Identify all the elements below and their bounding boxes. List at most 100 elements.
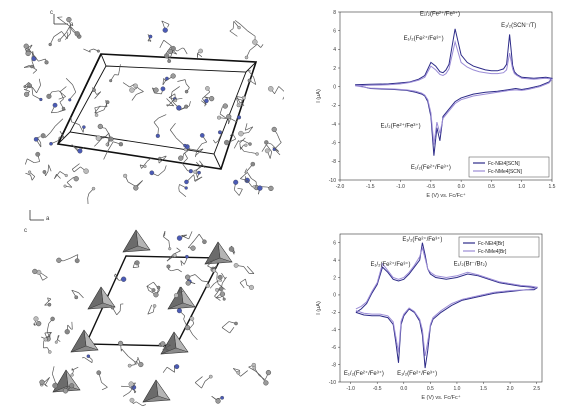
- atom: [166, 264, 171, 269]
- bond: [276, 134, 281, 141]
- atom: [202, 239, 207, 245]
- bond: [50, 126, 56, 133]
- bond: [233, 140, 239, 149]
- bond: [116, 310, 121, 316]
- cv-chart-bottom: -1.0 -0.5 0.0 0.5 1.0 1.5 2.0 2.5 6 4 2 0 -2 -4 -6 -8 -1…: [290, 206, 568, 410]
- bond: [165, 155, 167, 158]
- x-axis-label: E (V) vs. Fc/Fc⁺: [426, 192, 465, 199]
- bond: [269, 151, 273, 159]
- molecule-fragment: [23, 78, 41, 94]
- axis-label-c-bottom: c: [24, 228, 27, 234]
- molecule-fragment: [233, 263, 255, 274]
- bond: [253, 77, 257, 85]
- atom: [82, 125, 86, 129]
- molecule-fragment: [257, 185, 274, 195]
- molecule-fragment: [92, 87, 102, 99]
- atom: [30, 64, 34, 69]
- molecule-fragment: [174, 286, 184, 298]
- y-tick-label: 4: [333, 47, 336, 53]
- molecule-fragment: [158, 341, 171, 351]
- atom: [108, 136, 114, 142]
- x-tick-label: -1.0: [346, 386, 355, 392]
- bond: [192, 334, 198, 341]
- atom: [264, 140, 269, 145]
- bond: [182, 163, 188, 171]
- bond: [171, 86, 180, 93]
- molecule-fragment: [161, 20, 170, 33]
- bond: [101, 105, 108, 108]
- y-tick-label: -10: [329, 178, 336, 184]
- molecule-fragment: [184, 174, 203, 185]
- legend-box: [468, 156, 550, 178]
- molecule-fragment: [162, 364, 180, 373]
- atom: [152, 304, 157, 308]
- molecule-fragment: [49, 130, 65, 146]
- molecule-fragment: [71, 163, 89, 174]
- atom: [199, 133, 205, 138]
- bond: [59, 32, 67, 41]
- atom: [77, 148, 83, 154]
- bond: [67, 386, 69, 390]
- atom: [233, 263, 239, 268]
- atom: [217, 115, 221, 120]
- legend-entry: Fc-NEt4[Br]: [478, 241, 505, 247]
- bond: [169, 122, 176, 131]
- molecule-fragment: [70, 117, 86, 133]
- peak-annotation: E₁/₂(Fe²⁺/Fe³⁺): [404, 35, 444, 42]
- atom: [189, 316, 195, 321]
- bond: [141, 160, 148, 169]
- bond: [47, 297, 49, 302]
- molecule-fragment: [24, 44, 33, 57]
- molecule-fragment: [177, 79, 190, 94]
- series-line-1: [355, 242, 539, 369]
- molecule-fragment: [169, 122, 187, 148]
- bond: [36, 85, 41, 94]
- bond: [69, 26, 71, 34]
- molecule-fragment: [149, 165, 167, 177]
- bond: [153, 117, 159, 123]
- bond: [163, 78, 167, 82]
- bond: [32, 69, 38, 74]
- bond: [37, 136, 41, 138]
- bond: [162, 344, 171, 350]
- atom: [233, 179, 239, 185]
- bond: [157, 289, 160, 294]
- molecule-fragment: [56, 254, 80, 264]
- molecule-fragment: [162, 231, 172, 251]
- bond: [166, 366, 175, 373]
- bond: [234, 20, 242, 25]
- bond: [221, 327, 230, 334]
- bond: [264, 377, 267, 380]
- bond: [279, 140, 282, 143]
- bond: [258, 375, 266, 381]
- bond: [153, 122, 159, 129]
- bond: [273, 142, 282, 150]
- bond: [229, 28, 234, 32]
- peak-annotation: E₁/₂(Fe²⁺/Fe³⁺): [397, 370, 437, 377]
- molecule-fragment: [180, 254, 189, 266]
- atom: [172, 253, 177, 258]
- bond: [31, 176, 36, 181]
- atom: [68, 98, 72, 102]
- atom: [149, 170, 155, 176]
- bond: [236, 96, 241, 104]
- atom: [54, 340, 58, 344]
- bond: [232, 133, 237, 140]
- y-tick-label: -8: [332, 159, 337, 165]
- bond: [134, 358, 139, 365]
- atom: [183, 143, 187, 148]
- bond: [188, 231, 193, 240]
- molecule-fragment: [247, 70, 257, 85]
- bond: [244, 168, 247, 174]
- molecule-fragment: [197, 48, 203, 58]
- bond: [230, 118, 237, 123]
- bond: [52, 366, 55, 375]
- molecule-fragment: [44, 297, 52, 307]
- bond: [71, 366, 79, 371]
- bond: [170, 91, 173, 99]
- atom: [52, 382, 58, 389]
- atom: [44, 60, 49, 65]
- molecule-fragment: [195, 133, 208, 158]
- bond: [182, 158, 188, 164]
- atom: [96, 49, 100, 53]
